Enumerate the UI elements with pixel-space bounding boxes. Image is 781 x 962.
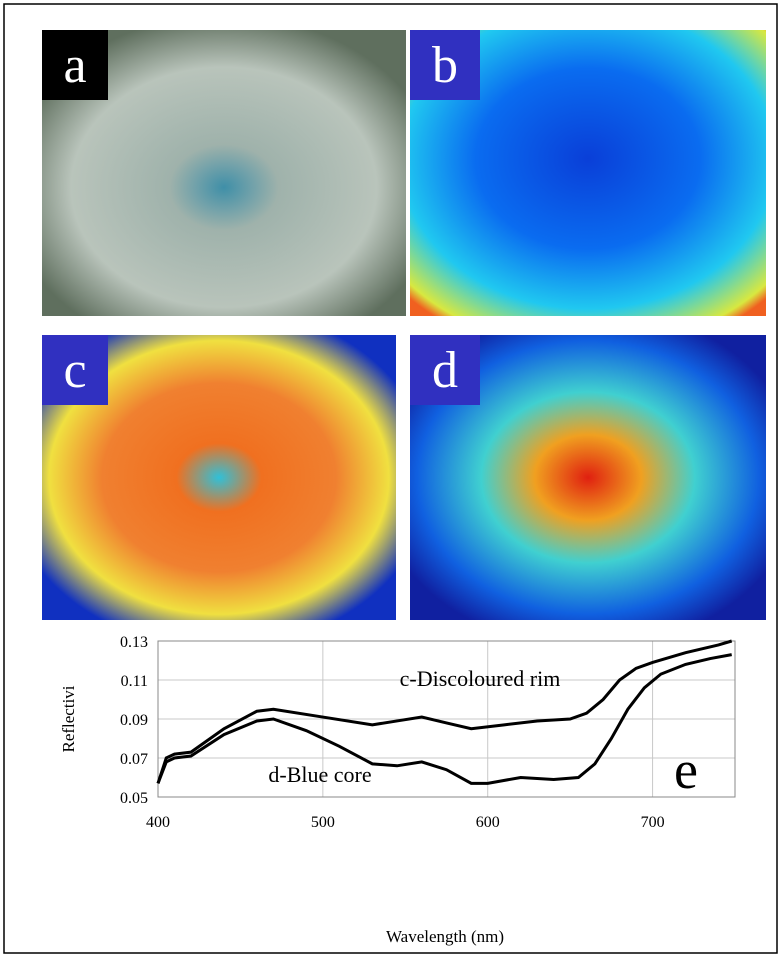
y-tick-label: 0.05: [120, 790, 148, 807]
x-axis-label: Wavelength (nm): [386, 927, 504, 946]
y-axis-label: Reflectivi: [59, 685, 78, 752]
plot-frame: [157, 640, 736, 798]
panel-label: e: [674, 740, 698, 800]
x-tick-label: 600: [476, 814, 500, 831]
annotation: c-Discoloured rim: [400, 666, 561, 691]
panel-label: a: [63, 37, 86, 94]
frame: [3, 3, 778, 954]
label-box: [42, 335, 108, 405]
y-tick-label: 0.13: [120, 634, 148, 651]
series-line: [156, 639, 733, 784]
annotation: d-Blue core: [268, 762, 371, 787]
y-tick-label: 0.07: [120, 751, 148, 768]
panel-label: d: [432, 342, 458, 399]
label-box: [410, 30, 480, 100]
x-tick-label: 700: [641, 814, 665, 831]
x-tick-label: 500: [311, 814, 335, 831]
series-line: [156, 653, 732, 785]
x-tick-label: 400: [146, 814, 170, 831]
y-tick-label: 0.11: [121, 673, 148, 690]
label-box: [42, 30, 108, 100]
label-box: [410, 335, 480, 405]
panel-label: b: [432, 37, 458, 94]
y-tick-label: 0.09: [120, 712, 148, 729]
panel-label: c: [63, 342, 86, 399]
